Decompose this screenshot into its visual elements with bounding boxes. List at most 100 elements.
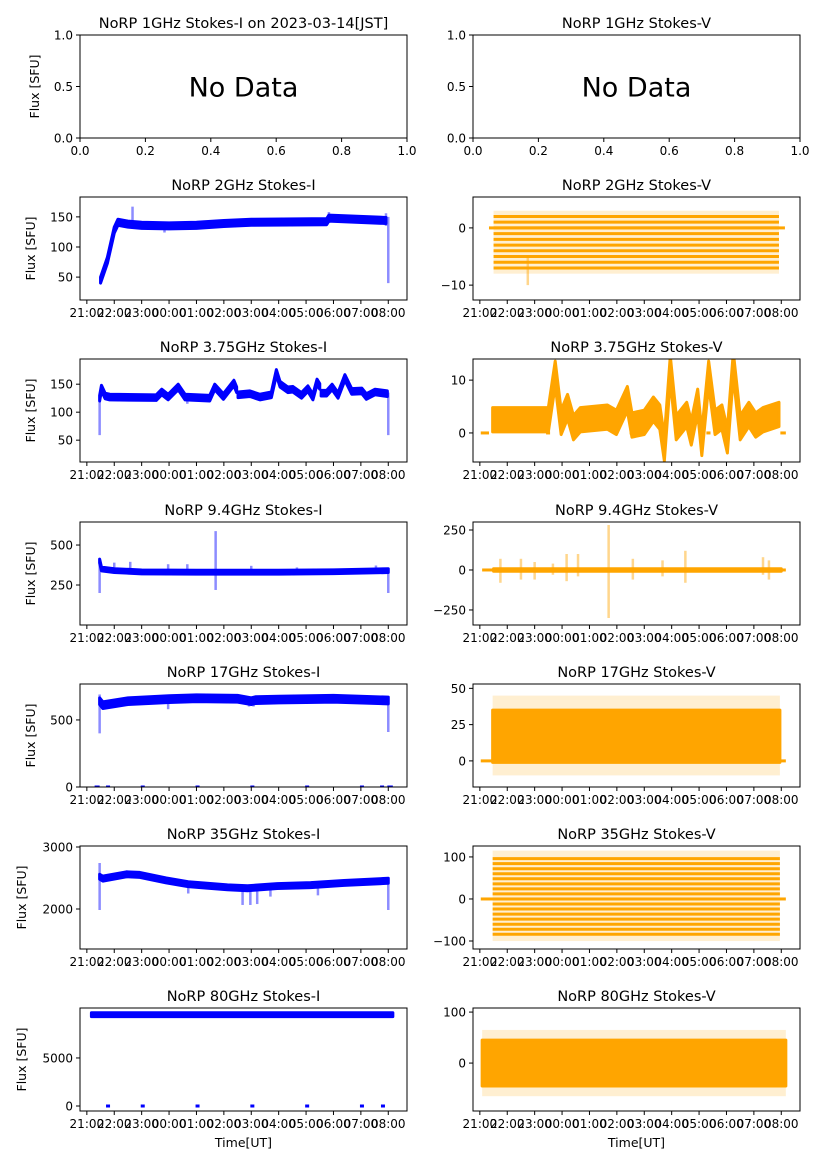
x-tick-label: 02:00 [600, 468, 635, 482]
data-series-band [99, 213, 388, 285]
outlier-scatter [493, 210, 779, 274]
x-tick-label: 23:00 [124, 793, 159, 807]
x-tick-label: 23:00 [124, 955, 159, 969]
zero-value-points [387, 785, 393, 787]
x-tick-label: 05:00 [289, 631, 324, 645]
y-tick-label: 2000 [42, 903, 73, 917]
x-tick-label: 07:00 [344, 955, 379, 969]
x-tick-label: 08:00 [371, 631, 406, 645]
subplot-title: NoRP 80GHz Stokes-V [557, 989, 715, 1005]
x-tick-label: 02:00 [600, 306, 635, 320]
data-series-band [98, 378, 239, 403]
axes-frame [472, 683, 801, 788]
x-tick-label: 05:00 [682, 468, 717, 482]
data-series-band [98, 557, 390, 576]
zero-value-points [250, 1104, 255, 1108]
y-axis-label: Flux [SFU] [23, 704, 38, 768]
x-tick-label: 21:00 [70, 468, 105, 482]
zero-value-points [359, 785, 364, 787]
y-tick-label: 500 [50, 713, 73, 727]
axes-frame [79, 1007, 408, 1112]
plot-area [98, 531, 390, 594]
subplot-title: NoRP 1GHz Stokes-I on 2023-03-14[JST] [99, 16, 389, 32]
x-tick-label: 06:00 [316, 468, 351, 482]
data-series-band [319, 373, 389, 401]
x-tick-label: 08:00 [371, 468, 406, 482]
y-tick-label: 50 [58, 434, 73, 448]
x-tick-label: 22:00 [490, 468, 525, 482]
x-tick-label: 0.6 [660, 144, 679, 158]
x-tick-label: 01:00 [572, 631, 607, 645]
x-tick-label: 22:00 [97, 468, 132, 482]
subplot-title: NoRP 1GHz Stokes-V [562, 16, 711, 32]
x-tick-label: 02:00 [600, 955, 635, 969]
subplot-title: NoRP 9.4GHz Stokes-I [164, 503, 322, 519]
x-tick-label: 07:00 [737, 631, 772, 645]
axes-frame [79, 521, 408, 626]
y-axis-label: Flux [SFU] [14, 866, 29, 930]
y-tick-label: 1.0 [54, 29, 73, 43]
zero-value-points [195, 1104, 200, 1108]
subplot-stokes-i-3: 21:0022:0023:0000:0001:0002:0003:0004:00… [23, 503, 408, 645]
x-tick-label: 07:00 [344, 1117, 379, 1131]
x-tick-label: 00:00 [152, 468, 187, 482]
x-tick-label: 00:00 [152, 306, 187, 320]
plot-area [89, 1011, 395, 1108]
zero-value-points [305, 1104, 310, 1108]
x-tick-label: 06:00 [709, 793, 744, 807]
outlier-scatter [492, 850, 780, 942]
subplot-title: NoRP 35GHz Stokes-I [167, 827, 321, 843]
x-tick-label: 22:00 [490, 1117, 525, 1131]
y-tick-label: 50 [58, 271, 73, 285]
x-tick-label: 04:00 [654, 1117, 689, 1131]
x-tick-label: 01:00 [179, 955, 214, 969]
x-tick-label: 1.0 [397, 144, 416, 158]
x-tick-label: 01:00 [179, 793, 214, 807]
x-tick-label: 03:00 [234, 631, 269, 645]
y-tick-label: 0.0 [54, 132, 73, 146]
plot-area [488, 210, 785, 286]
axes-frame [472, 358, 801, 463]
subplot-stokes-i-1: 21:0022:0023:0000:0001:0002:0003:0004:00… [23, 178, 408, 320]
plot-area [482, 525, 786, 618]
x-tick-label: 02:00 [207, 468, 242, 482]
x-tick-label: 08:00 [371, 1117, 406, 1131]
axes-frame [472, 196, 801, 301]
x-tick-label: 03:00 [627, 1117, 662, 1131]
x-tick-label: 08:00 [764, 306, 799, 320]
y-tick-label: 0.5 [54, 80, 73, 94]
axes-frame [472, 845, 801, 950]
axes-frame [79, 683, 408, 788]
data-series-band [491, 359, 781, 462]
y-tick-label: 100 [443, 1006, 466, 1020]
x-tick-label: 07:00 [344, 793, 379, 807]
y-tick-label: 0 [458, 892, 466, 906]
subplot-stokes-i-2: 21:0022:0023:0000:0001:0002:0003:0004:00… [23, 340, 408, 482]
y-tick-label: 3000 [42, 840, 73, 854]
x-tick-label: 21:00 [463, 955, 498, 969]
x-tick-label: 01:00 [179, 631, 214, 645]
no-data-message: No Data [582, 73, 692, 104]
zero-value-points [480, 759, 493, 763]
x-tick-label: 02:00 [207, 306, 242, 320]
x-tick-label: 06:00 [316, 955, 351, 969]
x-tick-label: 06:00 [709, 468, 744, 482]
x-tick-label: 04:00 [654, 631, 689, 645]
y-tick-label: 250 [443, 523, 466, 537]
x-tick-label: 21:00 [463, 1117, 498, 1131]
x-tick-label: 03:00 [627, 631, 662, 645]
subplot-stokes-i-6: 21:0022:0023:0000:0001:0002:0003:0004:00… [14, 989, 408, 1150]
x-tick-label: 22:00 [97, 631, 132, 645]
x-tick-label: 22:00 [490, 955, 525, 969]
y-tick-label: 0 [458, 754, 466, 768]
y-tick-label: 0 [65, 781, 73, 795]
subplot-stokes-v-2: 21:0022:0023:0000:0001:0002:0003:0004:00… [451, 340, 801, 482]
y-tick-label: 10 [451, 374, 466, 388]
subplot-title: NoRP 2GHz Stokes-V [562, 178, 711, 194]
x-tick-label: 21:00 [463, 468, 498, 482]
x-tick-label: 00:00 [152, 793, 187, 807]
x-tick-label: 04:00 [654, 955, 689, 969]
x-tick-label: 23:00 [124, 631, 159, 645]
x-tick-label: 00:00 [545, 631, 580, 645]
zero-value-points [480, 897, 786, 901]
